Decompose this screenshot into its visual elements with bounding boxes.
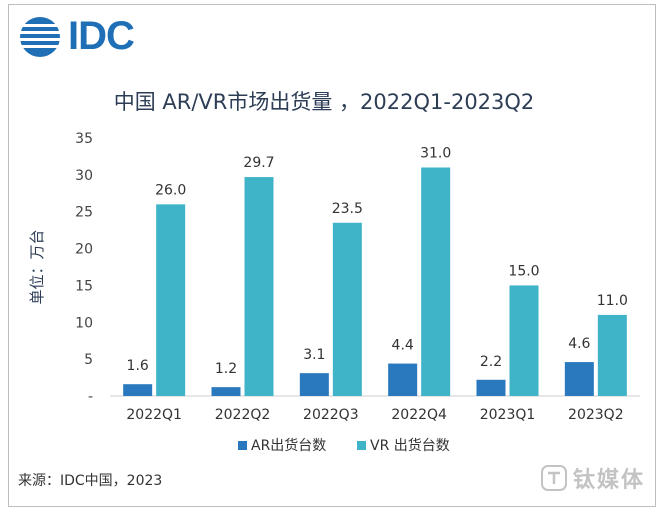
idc-logo-text: IDC — [68, 14, 135, 58]
ar-data-label: 1.6 — [127, 358, 149, 374]
watermark-logo-icon — [540, 465, 567, 491]
vr-data-label: 23.5 — [332, 201, 363, 217]
watermark: 钛媒体 — [540, 462, 645, 494]
ar-data-label: 2.2 — [480, 354, 502, 370]
y-tick-label: - — [88, 389, 93, 405]
y-tick-label: 20 — [75, 242, 93, 258]
source-note: 来源：IDC中国，2023 — [18, 473, 163, 489]
x-tick-label: 2022Q3 — [303, 407, 359, 423]
y-tick-label: 15 — [75, 278, 93, 294]
legend: AR出货台数 VR 出货台数 — [238, 437, 450, 454]
x-tick-label: 2022Q2 — [215, 407, 271, 423]
idc-logo: IDC — [18, 14, 135, 59]
axis-layer: - 5 10 15 20 25 30 35 单位：万台 2022Q1 2022Q2 2022Q3 202… — [28, 131, 640, 423]
chart-frame — [8, 4, 656, 507]
chart-title: 中国 AR/VR市场出货量 ，2022Q1-2023Q2 — [113, 90, 535, 114]
x-tick-label: 2022Q1 — [126, 407, 182, 423]
legend-label-ar: AR出货台数 — [251, 437, 326, 454]
legend-label-vr: VR 出货台数 — [370, 437, 450, 454]
ar-data-label: 1.2 — [215, 361, 237, 377]
vr-bar — [509, 285, 539, 396]
bar-layer — [123, 167, 627, 396]
watermark-text: 钛媒体 — [572, 468, 645, 493]
y-tick-label: 30 — [75, 168, 93, 184]
ar-data-label: 3.1 — [303, 347, 325, 363]
legend-swatch-ar — [238, 441, 247, 450]
ar-bar — [476, 379, 506, 396]
ar-bar — [564, 362, 594, 396]
vr-bar — [156, 204, 186, 396]
vr-bar — [597, 314, 627, 396]
y-tick-label: 25 — [75, 205, 93, 221]
ar-bar — [123, 384, 153, 396]
ar-bar — [299, 373, 329, 396]
vr-data-label: 26.0 — [155, 182, 186, 198]
ar-bar — [388, 363, 418, 396]
y-axis-label: 单位：万台 — [28, 229, 46, 304]
ar-data-label: 4.4 — [392, 338, 414, 354]
x-tick-label: 2022Q4 — [391, 407, 447, 423]
vr-bar — [244, 177, 274, 396]
data-label-layer: 1.6 26.0 1.2 29.7 3.1 23.5 4.4 31.0 2.2 15.0 4.6 11… — [127, 145, 628, 377]
ar-data-label: 4.6 — [568, 336, 590, 352]
vr-bar — [332, 222, 362, 396]
legend-swatch-vr — [357, 441, 366, 450]
x-tick-label: 2023Q1 — [480, 407, 536, 423]
idc-globe-icon — [18, 16, 62, 57]
y-tick-label: 35 — [75, 131, 93, 147]
vr-data-label: 11.0 — [597, 293, 628, 309]
vr-bar — [421, 167, 451, 396]
vr-data-label: 31.0 — [420, 145, 451, 161]
ar-bar — [211, 387, 241, 396]
x-tick-label: 2023Q2 — [568, 407, 624, 423]
y-tick-label: 10 — [75, 315, 93, 331]
vr-data-label: 15.0 — [508, 263, 539, 279]
y-tick-label: 5 — [84, 352, 93, 368]
vr-data-label: 29.7 — [243, 155, 274, 171]
